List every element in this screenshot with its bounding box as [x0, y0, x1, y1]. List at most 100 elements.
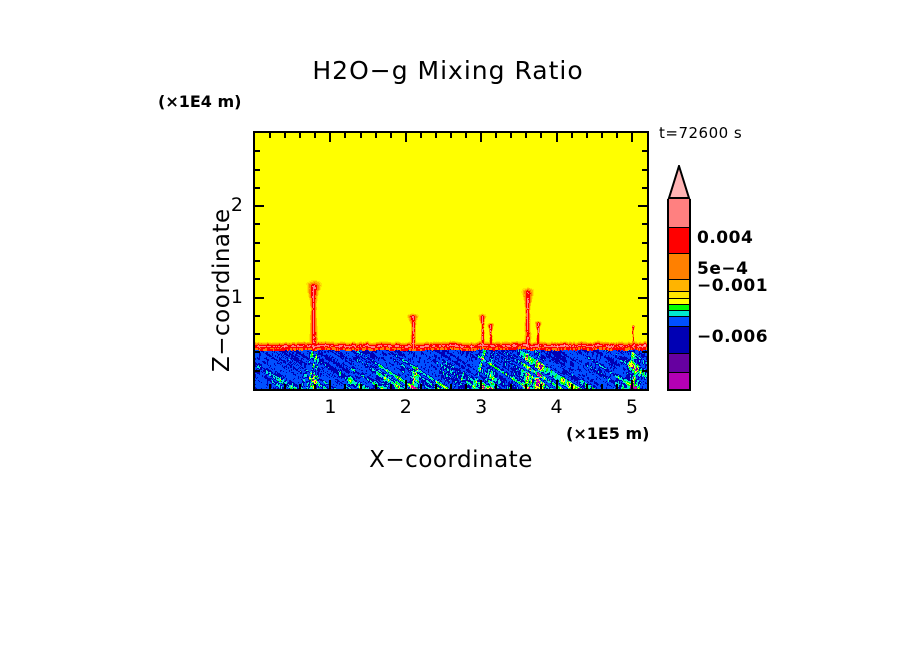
colorbar-max-arrow-icon	[667, 165, 691, 199]
x-tick	[269, 384, 272, 389]
y-tick	[642, 278, 647, 281]
x-axis-title: X−coordinate	[369, 447, 533, 473]
x-tick	[465, 384, 468, 389]
x-tick-label: 4	[550, 396, 563, 418]
plot-title-text: H2O−g Mixing Ratio	[312, 56, 584, 85]
x-tick	[404, 133, 407, 142]
colorbar-tick-label: 5e−4	[697, 259, 749, 279]
y-axis-title: Z−coordinate	[209, 208, 235, 372]
y-tick	[255, 223, 260, 226]
page-title: H2O−g Mixing Ratio	[0, 56, 904, 85]
y-tick	[638, 205, 647, 208]
y-tick	[642, 333, 647, 336]
x-tick	[299, 384, 302, 389]
x-tick	[344, 384, 347, 389]
y-tick	[255, 168, 260, 171]
x-tick	[570, 384, 573, 389]
colorbar-band	[667, 316, 691, 326]
y-tick	[255, 205, 264, 208]
y-tick	[255, 296, 264, 299]
x-tick	[555, 133, 558, 142]
timestamp-annotation: t=72600 s	[659, 124, 743, 142]
y-tick	[638, 296, 647, 299]
colorbar-band	[667, 372, 691, 391]
y-tick	[255, 351, 260, 354]
contour-field-canvas	[255, 133, 647, 389]
colorbar-band	[667, 253, 691, 279]
colorbar-band	[667, 304, 691, 310]
y-tick	[255, 150, 260, 153]
x-tick	[374, 384, 377, 389]
colorbar-bottom-rule	[667, 389, 691, 391]
colorbar-band	[667, 291, 691, 298]
x-tick	[450, 384, 452, 389]
x-tick	[344, 133, 347, 138]
x-tick	[450, 133, 452, 138]
x-tick	[525, 384, 528, 389]
y-tick	[255, 260, 260, 262]
x-tick-label: 1	[324, 396, 337, 418]
y-tick	[642, 150, 647, 153]
x-tick	[600, 133, 603, 138]
y-tick	[642, 168, 647, 171]
colorbar-tick-label: −0.001	[697, 276, 769, 296]
x-tick	[540, 384, 543, 389]
colorbar-band	[667, 227, 691, 253]
x-tick	[510, 133, 513, 138]
y-tick	[642, 260, 647, 262]
y-tick	[255, 369, 260, 372]
x-tick	[480, 380, 483, 389]
colorbar-band	[667, 298, 691, 304]
x-tick	[465, 133, 468, 138]
colorbar-tick-label: −0.006	[697, 327, 769, 347]
x-tick-label: 5	[625, 396, 638, 418]
y-tick	[255, 278, 260, 281]
x-tick	[329, 380, 332, 389]
x-tick	[389, 384, 392, 389]
colorbar-band	[667, 326, 691, 353]
y-tick	[255, 186, 260, 189]
y-tick	[642, 314, 647, 317]
y-tick-label: 2	[230, 194, 243, 217]
x-tick	[419, 133, 422, 138]
x-tick	[329, 133, 332, 142]
x-tick	[615, 384, 618, 389]
y-tick	[642, 223, 647, 226]
y-tick	[255, 333, 260, 336]
y-tick	[255, 241, 260, 244]
x-tick	[359, 133, 362, 138]
x-tick	[495, 384, 498, 389]
x-tick	[600, 384, 603, 389]
y-tick	[642, 369, 647, 372]
x-tick	[585, 133, 588, 138]
colorbar-band	[667, 199, 691, 227]
x-tick	[284, 384, 287, 389]
y-tick-label: 1	[230, 285, 243, 308]
x-tick	[630, 133, 633, 142]
x-tick	[495, 133, 498, 138]
colorbar-tick-label: 0.004	[697, 228, 754, 248]
colorbar	[667, 165, 691, 391]
x-tick	[299, 133, 302, 138]
plot-area	[253, 131, 649, 391]
x-tick	[314, 384, 317, 389]
x-tick	[615, 133, 618, 138]
colorbar-band	[667, 310, 691, 316]
y-tick	[642, 351, 647, 354]
x-tick	[525, 133, 528, 138]
x-tick	[404, 380, 407, 389]
x-tick-label: 3	[475, 396, 488, 418]
x-tick-label: 2	[399, 396, 412, 418]
x-tick	[570, 133, 573, 138]
y-tick	[255, 314, 260, 317]
x-tick	[510, 384, 513, 389]
y-tick	[642, 241, 647, 244]
colorbar-band	[667, 353, 691, 372]
x-tick	[480, 133, 483, 142]
x-tick	[359, 384, 362, 389]
x-tick	[419, 384, 422, 389]
x-tick	[630, 380, 633, 389]
y-tick	[642, 186, 647, 189]
x-tick	[434, 384, 437, 389]
x-tick	[540, 133, 543, 138]
